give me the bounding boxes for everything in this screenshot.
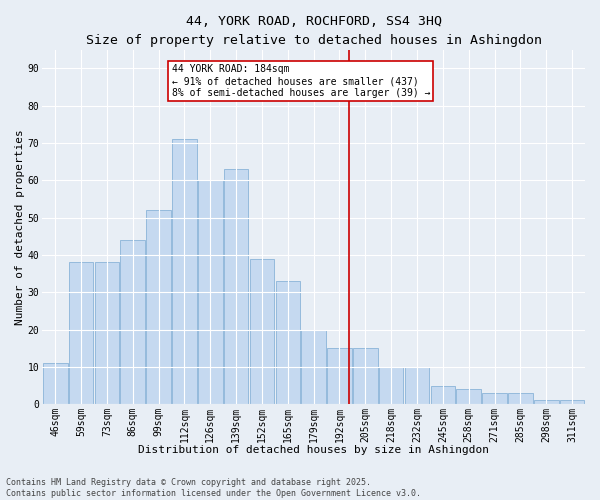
Bar: [560, 400, 584, 404]
Bar: [405, 367, 429, 404]
Bar: [301, 330, 326, 404]
Bar: [250, 258, 274, 404]
Text: 44 YORK ROAD: 184sqm
← 91% of detached houses are smaller (437)
8% of semi-detac: 44 YORK ROAD: 184sqm ← 91% of detached h…: [172, 64, 430, 98]
Bar: [146, 210, 171, 404]
Bar: [327, 348, 352, 404]
Bar: [353, 348, 377, 404]
Bar: [198, 180, 223, 404]
Bar: [508, 393, 533, 404]
Bar: [431, 386, 455, 404]
Text: Contains HM Land Registry data © Crown copyright and database right 2025.
Contai: Contains HM Land Registry data © Crown c…: [6, 478, 421, 498]
Bar: [69, 262, 94, 404]
Y-axis label: Number of detached properties: Number of detached properties: [15, 129, 25, 325]
Bar: [224, 169, 248, 404]
Bar: [457, 390, 481, 404]
Bar: [95, 262, 119, 404]
Bar: [534, 400, 559, 404]
Bar: [379, 367, 403, 404]
Bar: [275, 281, 300, 404]
Bar: [121, 240, 145, 404]
Bar: [482, 393, 507, 404]
X-axis label: Distribution of detached houses by size in Ashingdon: Distribution of detached houses by size …: [138, 445, 489, 455]
Title: 44, YORK ROAD, ROCHFORD, SS4 3HQ
Size of property relative to detached houses in: 44, YORK ROAD, ROCHFORD, SS4 3HQ Size of…: [86, 15, 542, 47]
Bar: [43, 363, 68, 404]
Bar: [172, 139, 197, 404]
